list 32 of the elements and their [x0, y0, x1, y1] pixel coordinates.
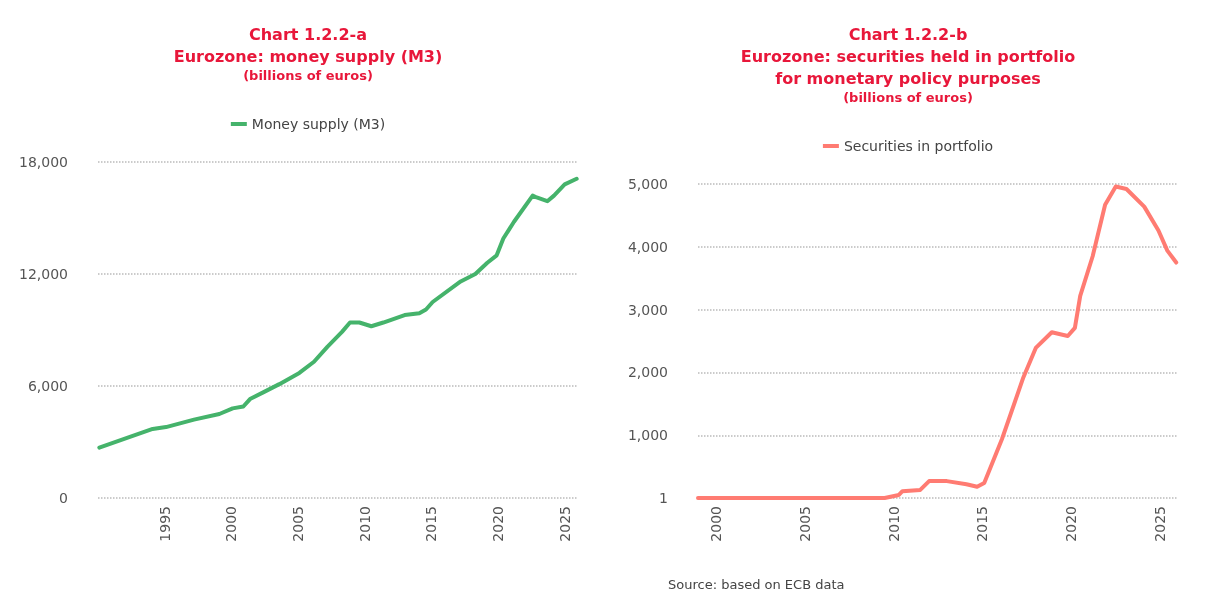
source-note: Source: based on ECB data — [668, 577, 845, 592]
legend-label: Securities in portfolio — [843, 138, 994, 154]
y-tick-label: 4,000 — [627, 238, 668, 255]
line-series — [97, 176, 579, 450]
x-tick-label: 2020 — [490, 506, 506, 542]
y-tick-label: 6,000 — [27, 378, 68, 394]
x-tick-label: 2025 — [556, 506, 573, 542]
x-tick-label: 2000 — [223, 506, 240, 542]
x-tick-label: 2015 — [423, 506, 440, 542]
x-tick-label: 2010 — [356, 506, 373, 542]
x-tick-label: 2000 — [707, 506, 724, 542]
x-tick-label: 2010 — [885, 506, 902, 542]
line-series — [696, 184, 1179, 500]
y-tick-label: 1 — [659, 490, 668, 506]
chart-subtitle: (billions of euros) — [843, 90, 973, 105]
y-tick-label: 18,000 — [19, 154, 68, 170]
chart-title: Chart 1.2.2-b Eurozone: securities held in portfolio for monetary policy purposes — [740, 24, 1076, 88]
chart-title: Chart 1.2.2-a Eurozone: money supply (M3) — [173, 24, 443, 66]
x-tick-label: 2020 — [1063, 506, 1080, 542]
x-tick-label: 2025 — [1152, 506, 1169, 542]
x-tick-label: 1995 — [156, 506, 173, 542]
y-tick-label: 12,000 — [19, 266, 68, 282]
y-tick-label: 0 — [59, 490, 68, 506]
x-tick-label: 2005 — [796, 506, 813, 542]
y-tick-label: 1,000 — [627, 427, 668, 444]
x-tick-label: 2005 — [290, 506, 306, 542]
x-tick-label: 2015 — [974, 506, 991, 542]
y-tick-label: 2,000 — [627, 364, 668, 381]
legend-label: Money supply (M3) — [251, 116, 386, 132]
chart-subtitle: (billions of euros) — [243, 68, 373, 83]
y-tick-label: 5,000 — [627, 176, 668, 192]
y-tick-label: 3,000 — [627, 301, 668, 318]
